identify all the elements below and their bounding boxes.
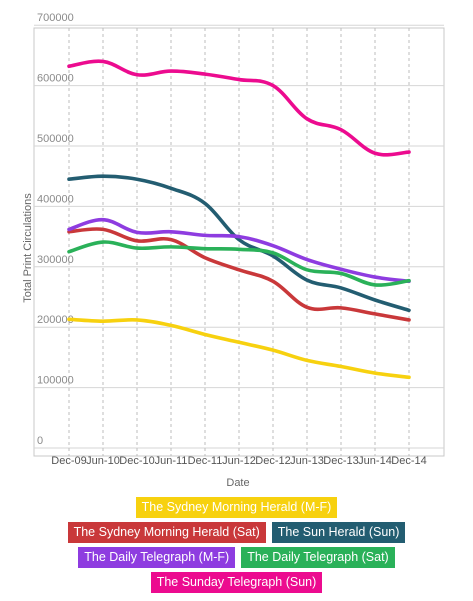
legend-item-sunday-telegraph-sun[interactable]: The Sunday Telegraph (Sun) xyxy=(150,572,323,593)
series-line xyxy=(67,317,411,380)
series-line xyxy=(67,174,411,313)
legend-row: The Sydney Morning Herald (M-F) xyxy=(0,497,473,518)
chart-legend: The Sydney Morning Herald (M-F) The Sydn… xyxy=(0,497,473,597)
x-tick-label: Jun-11 xyxy=(155,455,188,467)
x-tick-label: Dec-10 xyxy=(119,455,154,467)
x-tick-label: Dec-14 xyxy=(391,455,426,467)
legend-item-daily-telegraph-sat[interactable]: The Daily Telegraph (Sat) xyxy=(241,547,395,568)
x-tick-label: Jun-14 xyxy=(358,455,392,467)
legend-item-daily-telegraph-mf[interactable]: The Daily Telegraph (M-F) xyxy=(78,547,236,568)
legend-row: The Sydney Morning Herald (Sat) The Sun … xyxy=(0,522,473,543)
y-axis-title: Total Print Circulations xyxy=(22,193,34,303)
series-line xyxy=(67,227,411,322)
y-tick-label: 0 xyxy=(37,435,43,447)
y-tick-label: 600000 xyxy=(37,73,74,85)
x-tick-label: Dec-13 xyxy=(323,455,358,467)
series-line xyxy=(67,59,411,157)
legend-item-sun-herald-sun[interactable]: The Sun Herald (Sun) xyxy=(271,522,406,543)
y-tick-label: 200000 xyxy=(37,314,74,326)
series-line xyxy=(67,217,411,284)
x-tick-label: Jun-10 xyxy=(86,455,120,467)
y-axis-ticks: 0 100000 200000 300000 400000 500000 600000 700… xyxy=(37,12,74,447)
y-tick-label: 500000 xyxy=(37,133,74,145)
x-axis-ticks: Dec-09 Jun-10 Dec-10 Jun-11 Dec-11 Jun-12 Dec-… xyxy=(51,455,426,467)
legend-item-smh-mf[interactable]: The Sydney Morning Herald (M-F) xyxy=(135,497,338,518)
x-tick-label: Jun-12 xyxy=(222,455,256,467)
y-tick-label: 100000 xyxy=(37,375,74,387)
x-tick-label: Dec-12 xyxy=(255,455,290,467)
y-tick-label: 300000 xyxy=(37,254,74,266)
gridlines xyxy=(34,24,444,456)
series-lines xyxy=(67,59,411,380)
x-tick-label: Dec-09 xyxy=(51,455,86,467)
x-tick-label: Dec-11 xyxy=(188,455,223,467)
series-line xyxy=(67,240,411,287)
x-axis-title: Date xyxy=(226,477,249,489)
x-tick-label: Jun-13 xyxy=(290,455,324,467)
legend-item-smh-sat[interactable]: The Sydney Morning Herald (Sat) xyxy=(67,522,266,543)
legend-row: The Daily Telegraph (M-F) The Daily Tele… xyxy=(0,547,473,568)
legend-row: The Sunday Telegraph (Sun) xyxy=(0,572,473,593)
y-tick-label: 400000 xyxy=(37,193,74,205)
y-tick-label: 700000 xyxy=(37,12,74,24)
